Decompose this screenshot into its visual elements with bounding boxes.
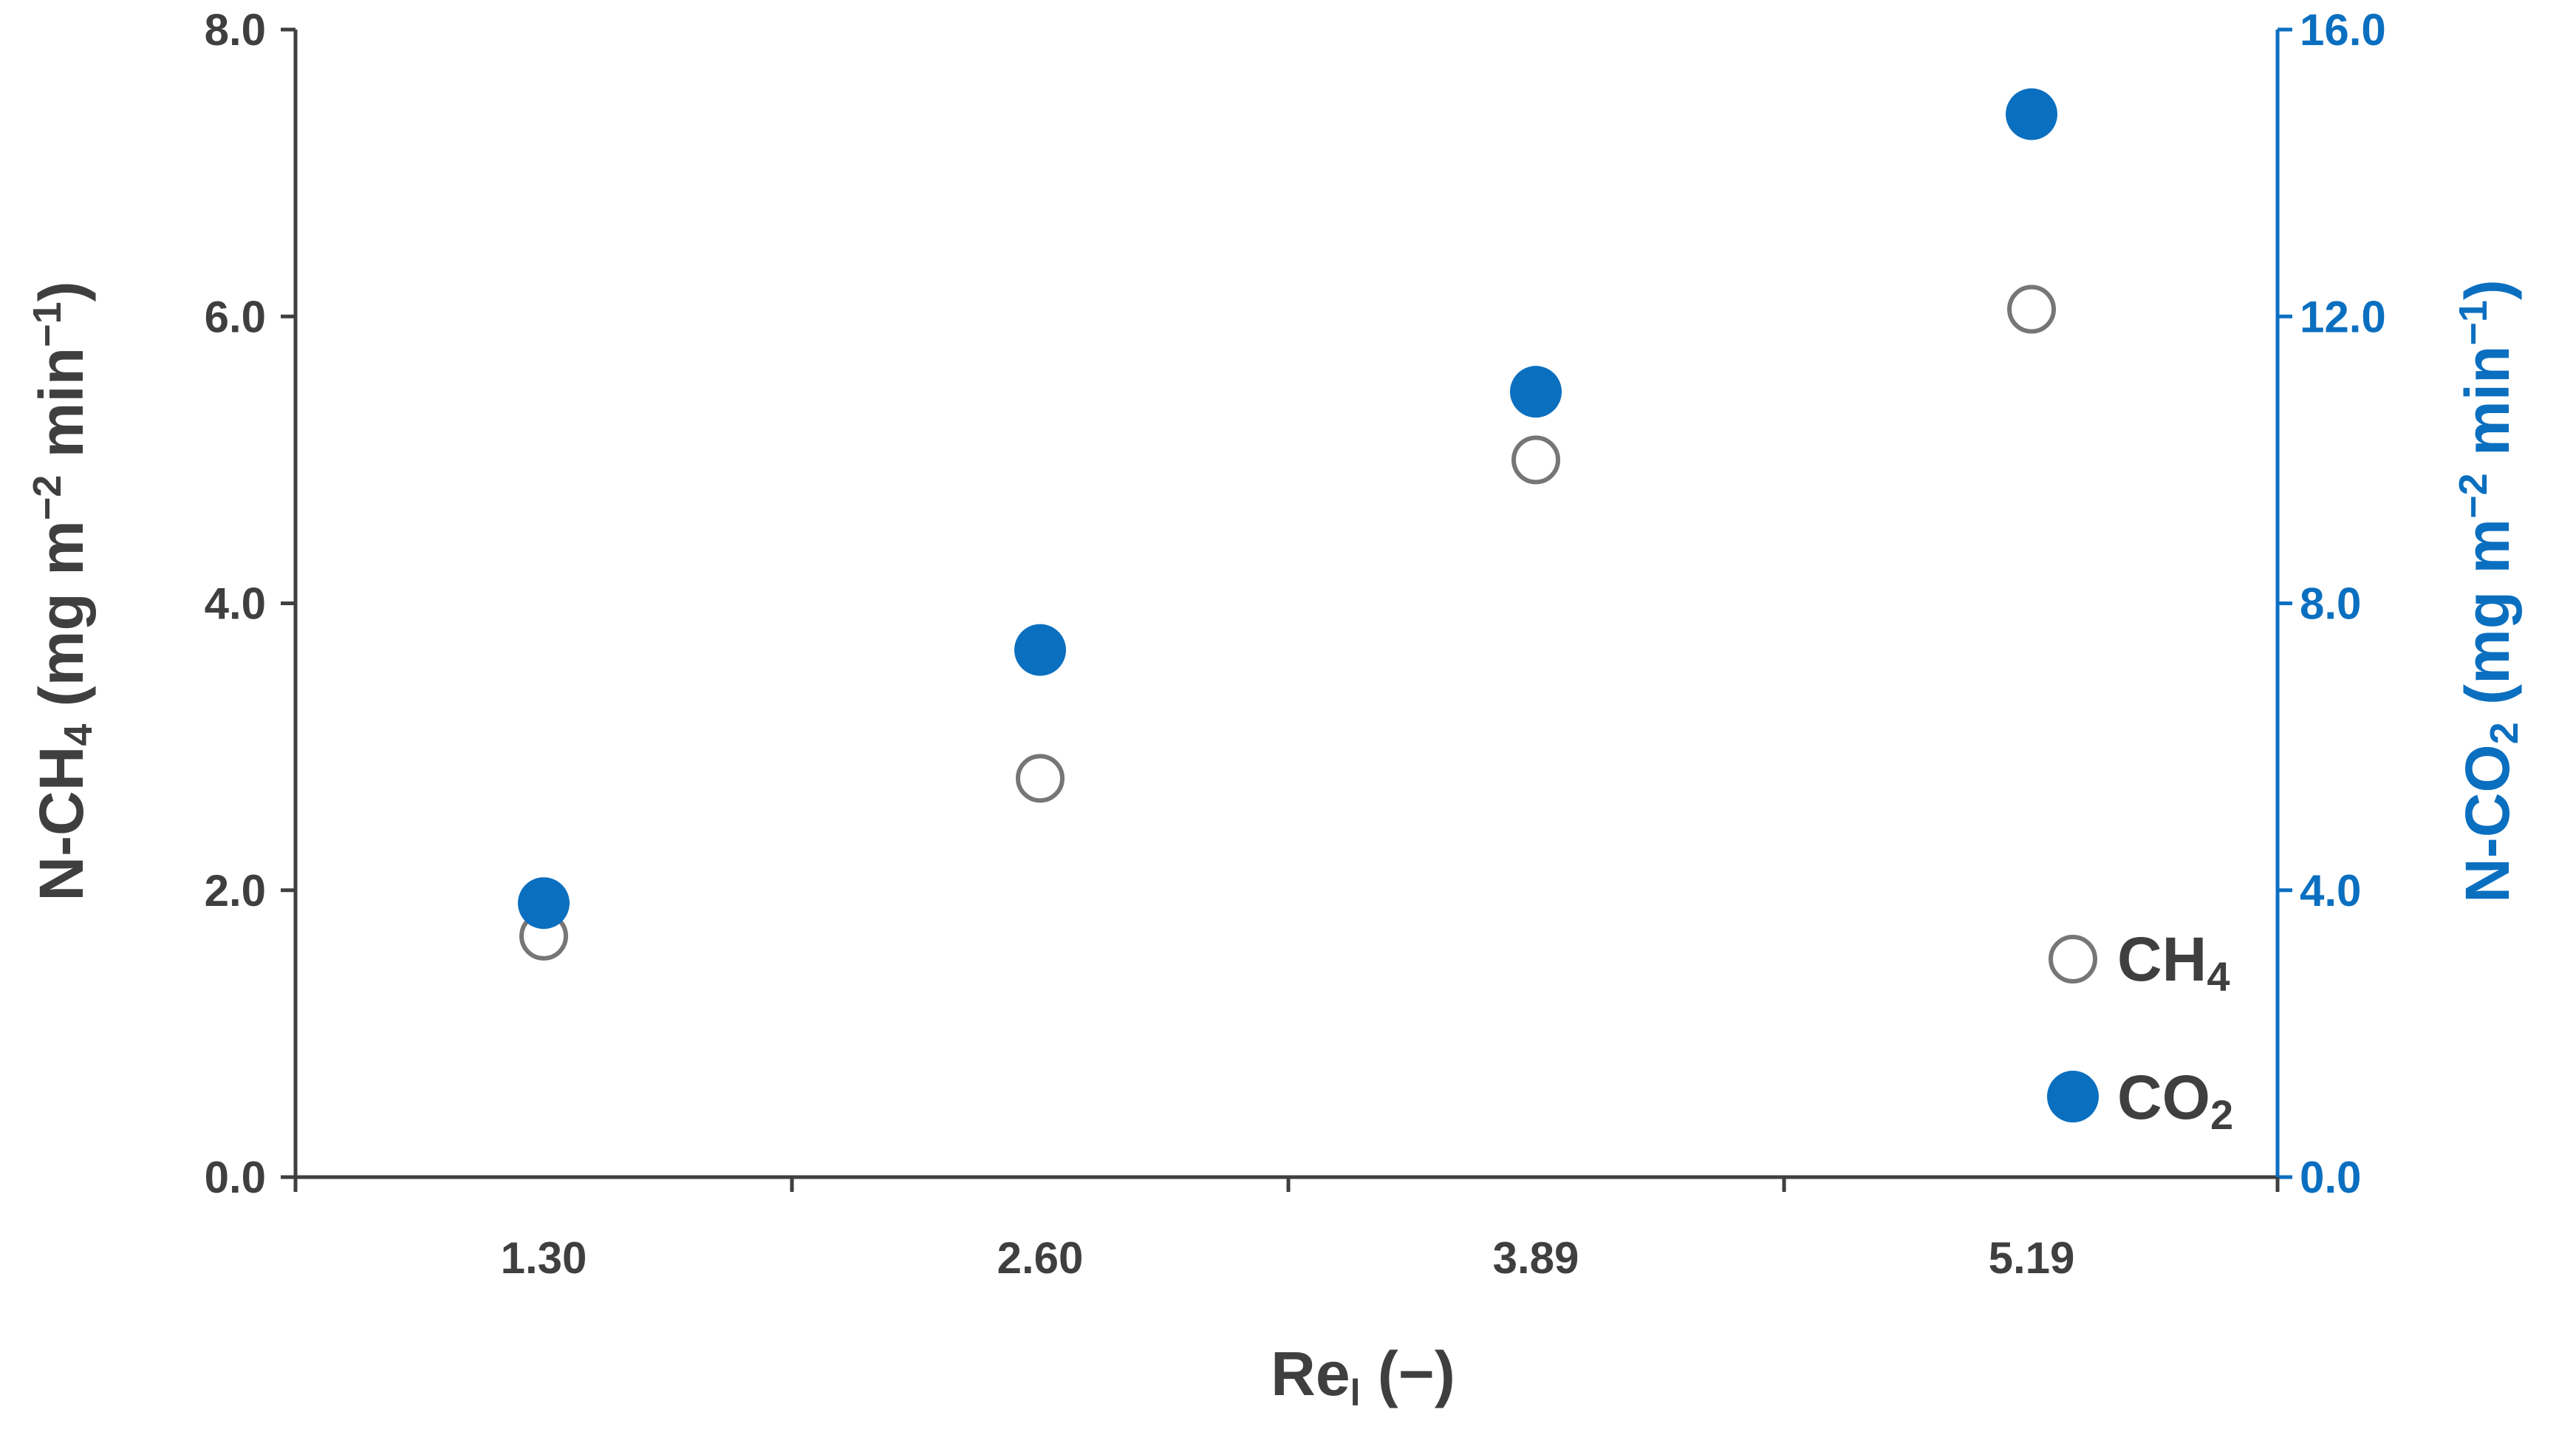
legend-label-ch4: CH4 <box>2117 924 2230 1000</box>
data-points <box>518 88 2057 961</box>
x-tick-label: 5.19 <box>1989 1233 2075 1283</box>
co2-point <box>1014 624 1066 676</box>
y-left-tick-label: 4.0 <box>205 579 266 629</box>
axes <box>281 27 2292 1192</box>
x-tick-label: 1.30 <box>501 1233 587 1283</box>
y-right-tick-label: 12.0 <box>2300 292 2386 341</box>
y-axis-left-title: N-CH4 (mg m−2 min−1) <box>25 281 100 901</box>
y-right-tick-label: 0.0 <box>2300 1153 2361 1202</box>
legend: CH4 CO2 <box>2047 924 2233 1138</box>
x-tick-label: 2.60 <box>997 1233 1084 1283</box>
y-right-tick-label: 8.0 <box>2300 579 2361 629</box>
legend-marker-ch4 <box>2049 935 2097 984</box>
y-right-tick-label: 16.0 <box>2300 5 2386 55</box>
tick-labels: 0.0 2.0 4.0 6.0 8.0 0.0 4.0 8.0 12.0 16.0 1.30 2.60… <box>205 5 2386 1283</box>
co2-point <box>518 877 570 930</box>
y-left-tick-label: 6.0 <box>205 292 266 341</box>
y-left-tick-label: 0.0 <box>205 1153 266 1202</box>
legend-marker-co2 <box>2047 1071 2099 1122</box>
co2-point <box>2006 88 2057 140</box>
y-axis-right-title: N-CO2 (mg m−2 min−1) <box>2451 279 2527 903</box>
co2-point <box>1510 366 1562 418</box>
y-left-tick-label: 2.0 <box>205 866 266 916</box>
legend-label-co2: CO2 <box>2117 1063 2233 1138</box>
x-tick-label: 3.89 <box>1493 1233 1579 1283</box>
y-left-tick-label: 8.0 <box>205 5 266 55</box>
x-axis-title: Rel (−) <box>1271 1339 1455 1414</box>
ch4-point <box>1016 754 1065 803</box>
ch4-point <box>2007 284 2056 334</box>
y-right-tick-label: 4.0 <box>2300 866 2361 916</box>
ch4-point <box>1511 435 1560 485</box>
